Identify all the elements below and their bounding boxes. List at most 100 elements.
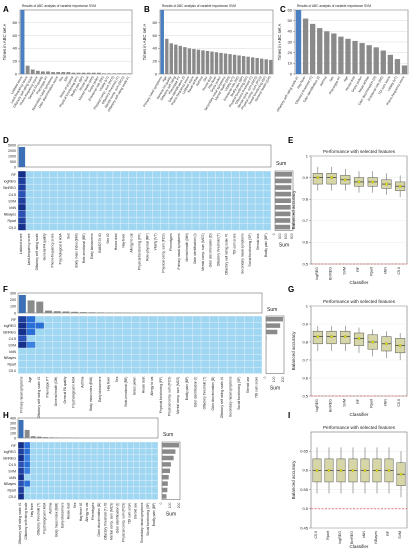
panel-g-ytick-label: 0.5 [302, 393, 308, 398]
panel-e-mean-c5-0 [398, 184, 402, 188]
panel-d-cell-svm-1 [18, 197, 26, 204]
panel-f-column-label: Early blossomers [98, 376, 102, 402]
panel-h-row-label: C4.5 [9, 463, 16, 467]
panel-e-ytick-label: 0.8 [302, 197, 308, 202]
panel-h-cell-binreg-1 [18, 454, 25, 462]
panel-label-c: C [280, 5, 286, 14]
panel-f-column-label: Social functioning (SF) [237, 377, 241, 410]
panel-a-bar-emotional-role-re [102, 73, 106, 74]
panel-f-column-sum-bar-psychological-in-asa [71, 311, 79, 313]
panel-f-row-label: C5.0 [9, 369, 16, 373]
panel-d-row-sum-bar-c4-5 [275, 191, 292, 197]
panel-a-ytick-label: 0 [15, 71, 18, 76]
panel-d-column-label: Olfactory self rating scale [35, 233, 39, 270]
panel-c-bar-pheno-frequency-score [401, 65, 408, 74]
panel-f-column-label: Asthma [80, 376, 84, 387]
panel-d-column-label: Social functioning (SF) [248, 233, 252, 266]
panel-f-cell-logreg-2 [26, 322, 36, 329]
panel-i-ytick-label: 0.65 [300, 449, 309, 454]
panel-d-sum-label: Sum [276, 161, 286, 167]
panel-f-column-label: Physical comp. sum (PCS) [168, 377, 172, 416]
panel-d-column-label: General FA quality [43, 233, 47, 260]
panel-d-column-label: Lobbied score [19, 233, 23, 254]
panel-b-bar-age [165, 38, 169, 74]
panel-b-xtick-label: Asthma [195, 75, 204, 87]
panel-i-mean-rpart [327, 468, 331, 472]
panel-f-cell-binreg-2 [26, 328, 36, 336]
panel-e-ytick-label: 1 [306, 153, 309, 158]
panel-d-sum-frame [17, 144, 272, 168]
panel-h-cell-binreg-2 [24, 454, 31, 462]
panel-c-bar-sex [331, 33, 337, 74]
panel-e-ylabel: Balanced accuracy [291, 190, 296, 230]
panel-e-ytick-label: 0.7 [302, 218, 308, 223]
panel-d-row-sum-bar-c5-0 [275, 224, 291, 230]
panel-b-bar-emotional-role-re [237, 55, 241, 74]
panel-d-cell-rpart-1 [18, 217, 26, 224]
panel-d-sum-ytick-label: 2000 [8, 149, 16, 153]
panel-f-column-sum-bar-body-mass-index-bmi [88, 312, 96, 313]
panel-d-row-sum-bar-rpart [275, 218, 291, 223]
panel-a-ytick-label: 60 [13, 33, 18, 38]
panel-d-column-label: Odor discrimination (D) [209, 233, 213, 267]
panel-e-title: Performance with selected features [323, 149, 396, 154]
panel-d-column-label: Hay fever [122, 232, 126, 247]
panel-label-f: F [3, 285, 8, 294]
panel-a-bar-odor-discrimination-score [56, 72, 61, 74]
panel-d-cell-c4-5-1 [18, 190, 26, 198]
panel-d-row-label: BinREG [3, 186, 16, 190]
panel-c-ytick-label: 40 [288, 29, 293, 34]
panel-f-column-sum-bar-general-fa-quality [62, 311, 70, 313]
panel-b-bar-asthma [201, 50, 205, 74]
panel-d-column-label: Sex #2 [106, 233, 110, 243]
panel-d-column-label: Psychological in ASA [58, 233, 62, 265]
panel-h-row-sum-bar-knn [162, 474, 169, 480]
panel-g-ytick-label: 0.6 [302, 375, 308, 380]
panel-h-column-label: Allergy to cat [85, 503, 89, 522]
panel-f-column-label: General health (GH) [54, 377, 58, 407]
panel-f-row-label: RF [11, 318, 16, 322]
panel-a-title: Results of ABC analysis of variable impo… [22, 4, 96, 8]
panel-c-title: Results of ABC analysis of variable impo… [297, 4, 371, 8]
panel-d-column-label: Mental health (MH) [185, 233, 189, 261]
panel-b-xtick-label: Vitality (VT) [224, 76, 236, 92]
panel-d-cell-logreg-1 [18, 177, 26, 185]
panel-d-row-sum-bar-binreg [275, 185, 292, 190]
panel-h-column-label: Mental comp. sum (MCS) [109, 503, 113, 540]
panel-i-mean-logreg [339, 468, 343, 472]
panel-a-ytick-label: 20 [13, 59, 18, 64]
panel-h-row-sum-bar-svm [162, 468, 171, 474]
panel-i-xtick-label: RF [386, 530, 390, 536]
panel-h-cell-nbayes-2 [24, 480, 31, 487]
panel-c-xtick-label: Hay fever [296, 75, 307, 90]
panel-d-column-label: TDI sum score [232, 233, 236, 255]
panel-a-xtick-label: House dust [78, 75, 90, 91]
panel-f-row-sum-bar-rf [266, 316, 283, 322]
panel-a-bar-olfactory-self-rating-scale [30, 69, 35, 74]
panel-c-ytick-label: 10 [288, 61, 293, 66]
panel-g-mean-svm [343, 335, 347, 339]
panel-i-mean-knn [363, 468, 367, 472]
panel-b-bar-sex [205, 50, 210, 74]
panel-b-ytick-label: 80 [153, 20, 158, 25]
panel-b-bar-house-dust [210, 51, 214, 74]
panel-f-column-label: Secondary nasal symptoms [229, 376, 233, 417]
panel-h-column-label: TDI sum score [128, 502, 132, 524]
panel-label-h: H [3, 411, 9, 420]
panel-g-mean-binreg [330, 335, 334, 339]
panel-d-row-label: Rpart [7, 219, 16, 223]
panel-h-row-label: RF [11, 444, 16, 448]
panel-b-bar-hay-fever [214, 52, 219, 74]
panel-a-bar-lobbied-score [20, 10, 25, 74]
panel-d-row-sum-bar-nbayes [275, 211, 291, 217]
panel-h-cell-rf-1 [18, 442, 25, 449]
panel-f-column-label: Odor identification (I) [194, 377, 198, 408]
panel-f-column-sum-bar-general-health-gh [53, 311, 61, 313]
panel-d-row-sum-tick-label: 0 [272, 233, 276, 235]
panel-b-xtick-label: Hay fever [207, 75, 218, 90]
panel-e-xtick-label: BinREG [329, 267, 333, 280]
panel-c-bar-emotional-role-re [380, 50, 386, 74]
panel-h-row-sum-bar-nbayes [162, 481, 168, 486]
panel-h-column-label: Odor identification (I) [115, 503, 119, 534]
